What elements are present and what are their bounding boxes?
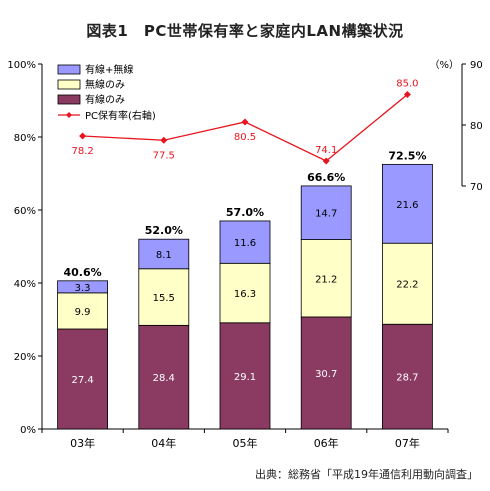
bar-segment <box>219 322 271 430</box>
bar-value-label: 29.1 <box>234 372 256 383</box>
bar-segment <box>57 280 108 294</box>
x-tick-label: 05年 <box>233 436 258 450</box>
legend-label: 有線のみ <box>85 93 125 106</box>
source-note: 出典：総務省「平成19年通信利用動向調査」 <box>255 468 478 481</box>
legend-label: 有線+無線 <box>85 63 133 76</box>
bar-segment <box>219 262 271 324</box>
line-value-label: 80.5 <box>234 132 256 143</box>
y-tick-label: 20% <box>14 352 36 363</box>
bar-value-label: 30.7 <box>315 369 337 380</box>
bar-total-label: 57.0% <box>226 206 264 219</box>
bar-value-label: 28.7 <box>396 373 418 384</box>
bar-total-label: 72.5% <box>388 149 426 162</box>
x-tick-label: 03年 <box>70 436 95 450</box>
y2-unit-label: （%） <box>429 59 459 71</box>
legend-label: PC保有率(右軸) <box>85 109 156 122</box>
line-point <box>241 118 249 126</box>
bars-layer: 27.4 9.9 3.3 40.6% 28.4 15.5 8.1 52.0% 29.1 16.3 1… <box>57 149 433 430</box>
x-tick-label: 06年 <box>314 436 339 450</box>
x-tick-label: 04年 <box>151 436 176 450</box>
y-tick-label: 40% <box>14 279 36 290</box>
bar-total-label: 52.0% <box>145 224 183 237</box>
bar-value-label: 28.4 <box>153 373 175 384</box>
bar-total-label: 40.6% <box>64 266 102 279</box>
bar-value-label: 27.4 <box>71 375 93 386</box>
bar-value-label: 21.2 <box>315 274 337 285</box>
bar-value-label: 11.6 <box>234 238 256 249</box>
bar-segment <box>300 239 352 318</box>
bar-segment <box>381 242 433 325</box>
bar-value-label: 14.7 <box>315 209 337 220</box>
legend-swatch <box>57 64 81 75</box>
chart-title: 図表1 PC世帯保有率と家庭内LAN構築状況 <box>86 22 404 40</box>
bar-value-label: 3.3 <box>75 283 91 294</box>
bar-segment <box>138 238 190 270</box>
legend-line-marker <box>66 112 72 118</box>
y-tick-label: 60% <box>14 206 36 217</box>
bar-value-label: 15.5 <box>153 293 175 304</box>
bar-value-label: 9.9 <box>75 307 91 318</box>
y2-tick-label: 70 <box>470 182 483 193</box>
legend-swatch <box>57 94 81 105</box>
bar-segment <box>219 220 271 264</box>
line-value-label: 78.2 <box>71 146 93 157</box>
axes-layer: 0% 20% 40% 60% 80% 100% 03年 04年 05年 06年 07年 70 80 90 （… <box>7 59 482 450</box>
y-tick-label: 0% <box>20 425 36 436</box>
bar-segment <box>138 268 190 326</box>
line-value-label: 85.0 <box>396 79 418 90</box>
bar-total-label: 66.6% <box>307 171 345 184</box>
bar-segment <box>138 324 190 430</box>
bar-segment <box>300 316 352 430</box>
bar-segment <box>381 163 433 244</box>
line-point <box>160 136 168 144</box>
y-tick-label: 80% <box>14 133 36 144</box>
bar-value-label: 8.1 <box>156 250 172 261</box>
x-tick-label: 07年 <box>395 436 420 450</box>
y-tick-label: 100% <box>7 60 36 71</box>
line-layer: 78.2 77.5 80.5 74.1 85.0 <box>71 79 419 165</box>
bar-value-label: 16.3 <box>234 289 256 300</box>
y2-tick-label: 90 <box>470 60 483 71</box>
legend-swatch <box>57 79 81 90</box>
y2-tick-label: 80 <box>470 121 483 132</box>
line-value-label: 77.5 <box>153 150 175 161</box>
line-point <box>403 91 411 98</box>
legend-label: 無線のみ <box>85 78 125 91</box>
line-point <box>79 132 87 140</box>
pc-ownership-line <box>82 93 408 162</box>
bar-segment <box>300 185 352 240</box>
line-point <box>322 157 330 165</box>
bar-value-label: 21.6 <box>396 200 418 211</box>
bar-value-label: 22.2 <box>396 280 418 291</box>
bar-segment <box>381 323 433 430</box>
line-value-label: 74.1 <box>315 145 337 156</box>
